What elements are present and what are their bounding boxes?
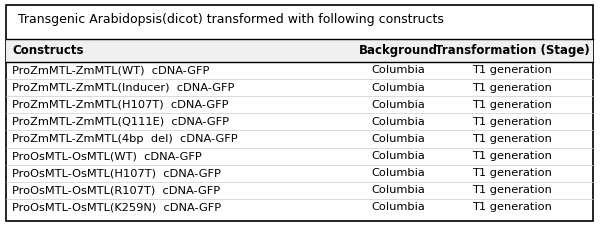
Text: T1 generation: T1 generation — [472, 202, 552, 212]
Text: T1 generation: T1 generation — [472, 151, 552, 161]
Text: Columbia: Columbia — [371, 202, 425, 212]
Text: T1 generation: T1 generation — [472, 65, 552, 75]
Text: Columbia: Columbia — [371, 151, 425, 161]
Text: Columbia: Columbia — [371, 117, 425, 127]
Text: ProZmMTL-ZmMTL(4bp  del)  cDNA-GFP: ProZmMTL-ZmMTL(4bp del) cDNA-GFP — [12, 134, 238, 144]
Text: Transgenic Arabidopsis(dicot) transformed with following constructs: Transgenic Arabidopsis(dicot) transforme… — [18, 14, 444, 27]
Text: T1 generation: T1 generation — [472, 134, 552, 144]
Text: Columbia: Columbia — [371, 185, 425, 195]
Text: Transformation (Stage): Transformation (Stage) — [435, 44, 590, 57]
Text: T1 generation: T1 generation — [472, 117, 552, 127]
Text: ProZmMTL-ZmMTL(Inducer)  cDNA-GFP: ProZmMTL-ZmMTL(Inducer) cDNA-GFP — [12, 83, 234, 92]
Text: Background: Background — [359, 44, 438, 57]
Text: Columbia: Columbia — [371, 168, 425, 178]
Text: Columbia: Columbia — [371, 65, 425, 75]
Text: T1 generation: T1 generation — [472, 83, 552, 92]
Text: ProOsMTL-OsMTL(R107T)  cDNA-GFP: ProOsMTL-OsMTL(R107T) cDNA-GFP — [12, 185, 220, 195]
Text: T1 generation: T1 generation — [472, 168, 552, 178]
Text: T1 generation: T1 generation — [472, 100, 552, 110]
Text: ProZmMTL-ZmMTL(Q111E)  cDNA-GFP: ProZmMTL-ZmMTL(Q111E) cDNA-GFP — [12, 117, 229, 127]
Text: ProZmMTL-ZmMTL(H107T)  cDNA-GFP: ProZmMTL-ZmMTL(H107T) cDNA-GFP — [12, 100, 229, 110]
Text: Columbia: Columbia — [371, 83, 425, 92]
Text: ProOsMTL-OsMTL(K259N)  cDNA-GFP: ProOsMTL-OsMTL(K259N) cDNA-GFP — [12, 202, 221, 212]
Bar — [6, 39, 593, 62]
Text: Columbia: Columbia — [371, 134, 425, 144]
Text: Constructs: Constructs — [12, 44, 83, 57]
Text: Columbia: Columbia — [371, 100, 425, 110]
Text: ProZmMTL-ZmMTL(WT)  cDNA-GFP: ProZmMTL-ZmMTL(WT) cDNA-GFP — [12, 65, 209, 75]
Text: T1 generation: T1 generation — [472, 185, 552, 195]
Text: ProOsMTL-OsMTL(WT)  cDNA-GFP: ProOsMTL-OsMTL(WT) cDNA-GFP — [12, 151, 202, 161]
Text: ProOsMTL-OsMTL(H107T)  cDNA-GFP: ProOsMTL-OsMTL(H107T) cDNA-GFP — [12, 168, 221, 178]
